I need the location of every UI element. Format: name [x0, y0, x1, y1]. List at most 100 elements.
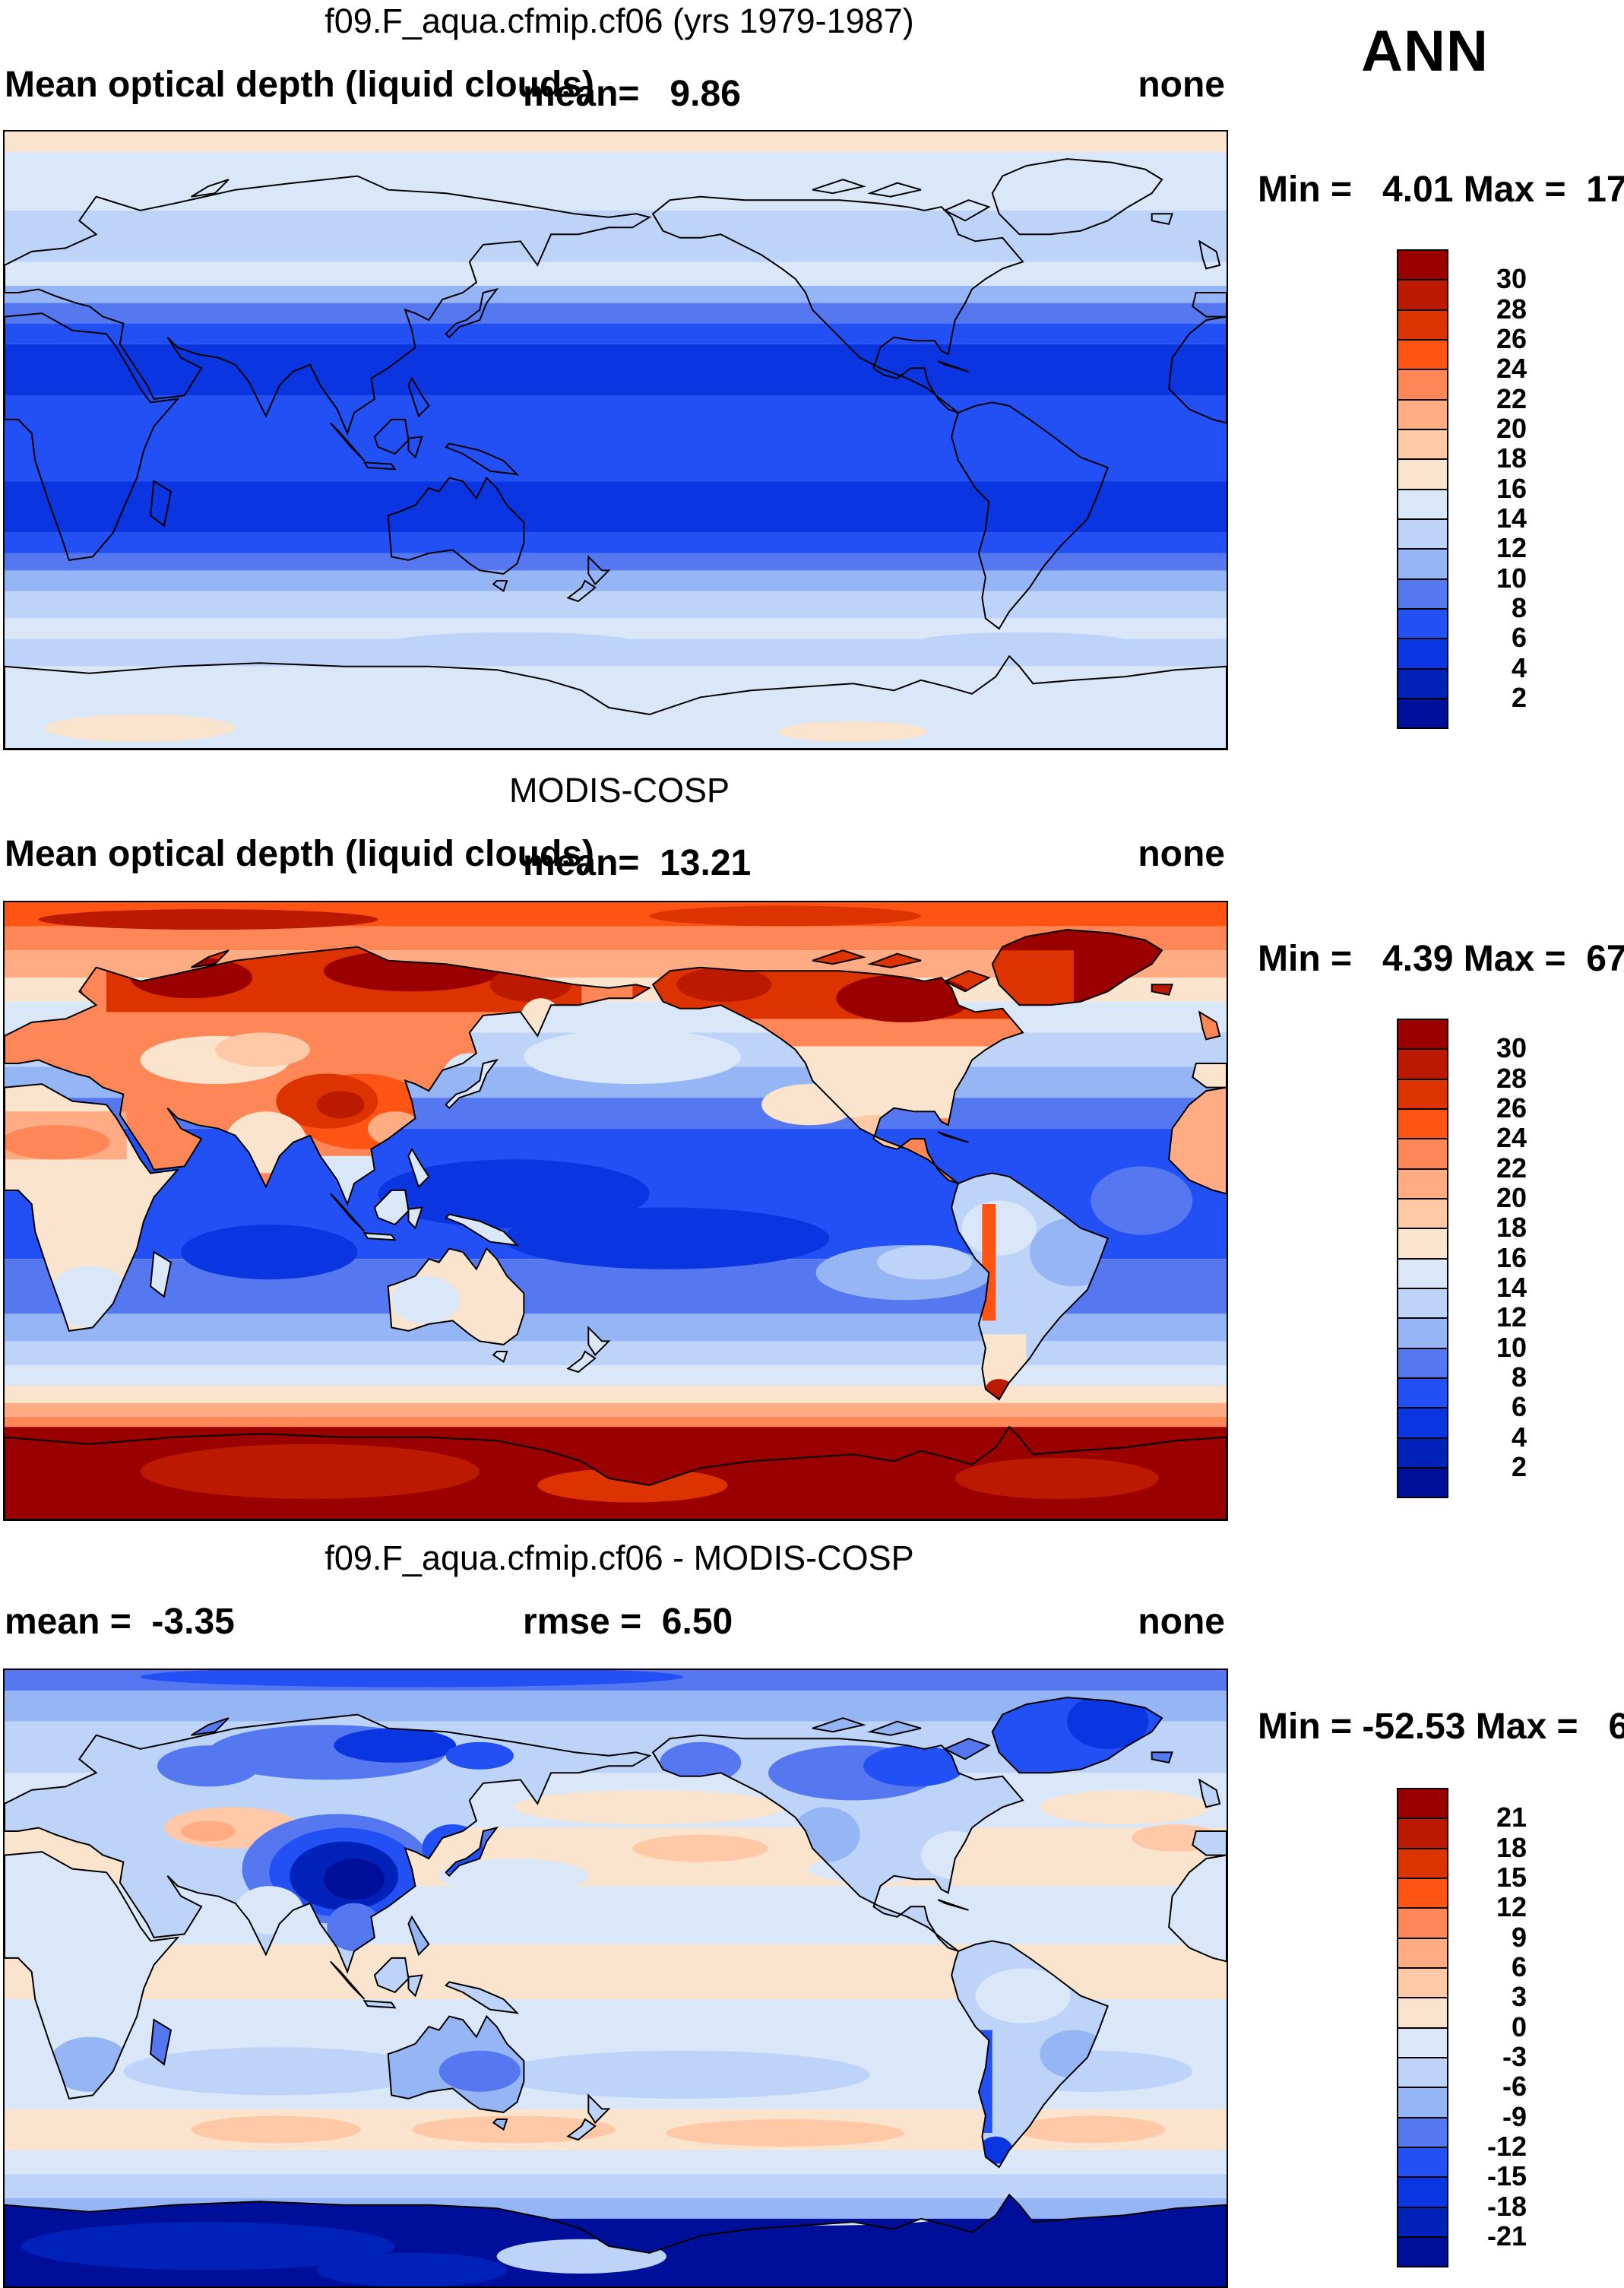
colorbar-cell	[1397, 638, 1448, 670]
colorbar-cell	[1397, 279, 1448, 311]
colorbar-tick-label: 0	[1511, 2011, 1527, 2042]
colorbar-cell	[1397, 2236, 1448, 2268]
map-svg	[5, 902, 1227, 1520]
colorbar-cell	[1397, 1108, 1448, 1140]
colorbar-tick-label: 24	[1496, 1122, 1527, 1154]
colorbar-tick-label: 6	[1511, 622, 1527, 654]
colorbar-tick-label: 24	[1496, 353, 1527, 385]
colorbar-tick-label: 12	[1496, 1301, 1527, 1333]
colorbar-cell	[1397, 1788, 1448, 1820]
map-svg	[5, 1670, 1227, 2287]
colorbar-tick-label: 30	[1496, 1032, 1527, 1064]
map-diff	[5, 1670, 1227, 2287]
panel1-colorbar-labels: 30 28 26 24 22 20 18 16 14 12 10 8 6 4 2	[1455, 249, 1527, 751]
colorbar-tick-label: 16	[1496, 1241, 1527, 1273]
colorbar-cell	[1397, 428, 1448, 461]
colorbar-cell	[1397, 1407, 1448, 1439]
colorbar-tick-label: -18	[1486, 2190, 1527, 2222]
colorbar-cell	[1397, 1377, 1448, 1409]
colorbar-cell	[1397, 338, 1448, 371]
colorbar-tick-label: 10	[1496, 1331, 1527, 1363]
colorbar-cell	[1397, 1907, 1448, 1939]
colorbar-cell	[1397, 2027, 1448, 2058]
colorbar-cell	[1397, 2206, 1448, 2238]
panel3-mean-stat: mean = -3.35	[5, 1602, 235, 1642]
colorbar-cell	[1397, 1287, 1448, 1320]
panel1-mean-stat: mean= 9.86	[523, 74, 741, 114]
colorbar-tick-label: 20	[1496, 1181, 1527, 1213]
colorbar-tick-label: 18	[1496, 1831, 1527, 1863]
colorbar-cell	[1397, 1877, 1448, 1909]
colorbar-cell	[1397, 1347, 1448, 1379]
colorbar-tick-label: 18	[1496, 442, 1527, 474]
colorbar-cell	[1397, 1048, 1448, 1080]
colorbar-cell	[1397, 1847, 1448, 1879]
colorbar-tick-label: 2	[1511, 1450, 1527, 1482]
panel3-minmax-stat: Min = -52.53 Max = 6.95	[1258, 1706, 1624, 1747]
panel1-variable-label: Mean optical depth (liquid clouds)	[5, 65, 594, 105]
panel2-minmax-stat: Min = 4.39 Max = 67.86	[1258, 939, 1624, 979]
colorbar-tick-label: -12	[1486, 2130, 1527, 2162]
colorbar-cell	[1397, 1817, 1448, 1849]
panel3-colorbar	[1397, 1788, 1448, 2268]
colorbar-tick-label: 28	[1496, 293, 1527, 325]
colorbar-cell	[1397, 488, 1448, 520]
colorbar-cell	[1397, 1966, 1448, 1999]
colorbar-tick-label: -3	[1502, 2040, 1527, 2072]
colorbar-tick-label: 3	[1511, 1981, 1527, 2013]
colorbar-cell	[1397, 458, 1448, 490]
colorbar-cell	[1397, 578, 1448, 610]
colorbar-tick-label: 12	[1496, 532, 1527, 564]
colorbar-tick-label: 20	[1496, 412, 1527, 444]
coastlines	[5, 929, 1227, 1520]
colorbar-cell	[1397, 518, 1448, 550]
colorbar-tick-label: 14	[1496, 1271, 1527, 1303]
colorbar-cell	[1397, 309, 1448, 341]
colorbar-cell	[1397, 1937, 1448, 1969]
colorbar-cell	[1397, 1437, 1448, 1469]
coastlines	[5, 1697, 1227, 2287]
panel3-rmse-stat: rmse = 6.50	[523, 1602, 733, 1642]
colorbar-cell	[1397, 1078, 1448, 1110]
colorbar-tick-label: 10	[1496, 562, 1527, 594]
colorbar-tick-label: 8	[1511, 591, 1527, 623]
panel1-map	[3, 130, 1228, 750]
colorbar-tick-label: 15	[1496, 1861, 1527, 1893]
colorbar-tick-label: 6	[1511, 1951, 1527, 1982]
colorbar-tick-label: 30	[1496, 263, 1527, 295]
colorbar-cell	[1397, 697, 1448, 730]
colorbar-cell	[1397, 2146, 1448, 2179]
colorbar-cell	[1397, 667, 1448, 699]
panel3-map	[3, 1668, 1228, 2288]
season-label: ANN	[1361, 19, 1489, 84]
map-svg	[5, 132, 1227, 749]
colorbar-tick-label: 26	[1496, 322, 1527, 354]
panel1-colorbar	[1397, 249, 1448, 730]
colorbar-tick-label: -6	[1502, 2071, 1527, 2103]
colorbar-cell	[1397, 2087, 1448, 2118]
colorbar-tick-label: 6	[1511, 1391, 1527, 1423]
panel2-colorbar	[1397, 1019, 1448, 1499]
colorbar-tick-label: -21	[1486, 2220, 1527, 2252]
colorbar-cell	[1397, 2176, 1448, 2208]
colorbar-tick-label: 14	[1496, 502, 1527, 534]
colorbar-tick-label: 12	[1496, 1891, 1527, 1923]
colorbar-tick-label: -15	[1486, 2160, 1527, 2192]
colorbar-cell	[1397, 1257, 1448, 1289]
colorbar-cell	[1397, 1466, 1448, 1499]
panel2-variable-label: Mean optical depth (liquid clouds)	[5, 834, 594, 874]
colorbar-tick-label: 4	[1511, 651, 1527, 683]
colorbar-cell	[1397, 398, 1448, 430]
colorbar-cell	[1397, 1138, 1448, 1170]
colorbar-cell	[1397, 369, 1448, 401]
colorbar-cell	[1397, 2116, 1448, 2148]
panel3-units-label: none	[1138, 1602, 1225, 1642]
colorbar-cell	[1397, 2056, 1448, 2089]
colorbar-cell	[1397, 548, 1448, 580]
colorbar-tick-label: 22	[1496, 382, 1527, 414]
colorbar-tick-label: 18	[1496, 1212, 1527, 1244]
colorbar-cell	[1397, 1228, 1448, 1260]
colorbar-tick-label: 28	[1496, 1062, 1527, 1094]
colorbar-cell	[1397, 1197, 1448, 1230]
